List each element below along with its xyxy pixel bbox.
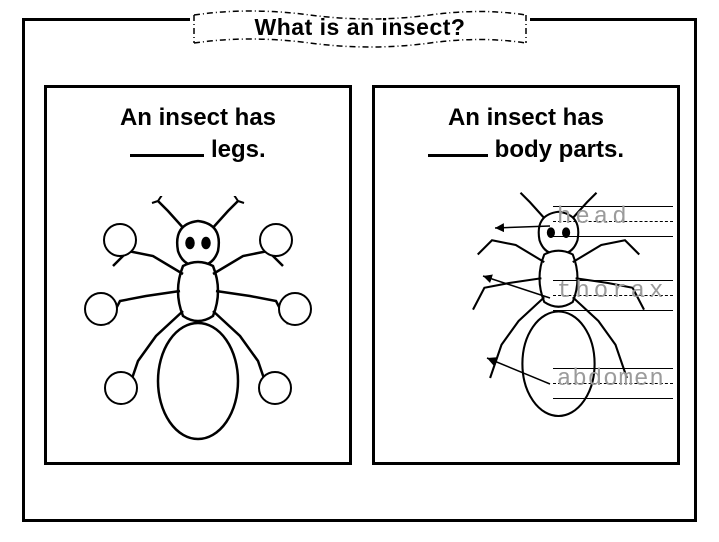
ant-diagram-legs	[68, 196, 328, 451]
trace-thorax-text: thorax	[557, 278, 667, 305]
prompt-parts: An insect has body parts.	[375, 88, 677, 167]
panel-legs: An insect has legs.	[44, 85, 352, 465]
ant-svg-legs	[68, 196, 328, 446]
trace-abdomen-text: abdomen	[557, 366, 665, 393]
trace-head[interactable]: head	[553, 206, 673, 240]
trace-thorax[interactable]: thorax	[553, 280, 673, 314]
worksheet-page: What is an insect? An insect has legs.	[0, 0, 719, 542]
prompt-parts-line2: body parts.	[495, 136, 624, 163]
prompt-legs-line2: legs.	[211, 136, 266, 163]
blank-parts[interactable]	[428, 136, 488, 157]
prompt-legs-line1: An insect has	[120, 104, 276, 131]
title-banner: What is an insect?	[190, 5, 530, 49]
prompt-legs: An insect has legs.	[47, 88, 349, 167]
worksheet-title: What is an insect?	[255, 14, 466, 40]
blank-legs[interactable]	[130, 136, 204, 157]
prompt-parts-line1: An insect has	[448, 104, 604, 131]
trace-head-text: head	[557, 204, 631, 231]
trace-abdomen[interactable]: abdomen	[553, 368, 673, 402]
panel-body-parts: An insect has body parts.	[372, 85, 680, 465]
